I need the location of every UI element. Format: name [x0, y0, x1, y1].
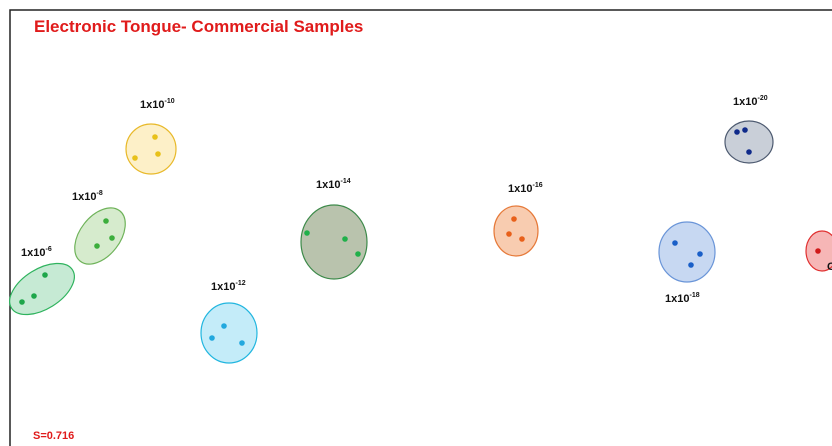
sample-point — [672, 240, 678, 246]
label-exponent: -6 — [45, 246, 51, 253]
cluster: 1x10-20 — [724, 95, 774, 164]
label-base: 1x10 — [140, 99, 164, 111]
cluster-label: 1x10-14 — [316, 178, 351, 191]
sample-point — [742, 127, 748, 133]
sample-point — [688, 262, 694, 268]
cluster: 1x10-16 — [493, 182, 543, 257]
cluster-ellipse — [658, 221, 716, 283]
sample-point — [155, 151, 161, 157]
sample-point — [209, 335, 215, 341]
cluster-label: C — [827, 261, 832, 273]
cluster: 1x10-18 — [658, 221, 716, 305]
sample-point — [511, 216, 517, 222]
cluster-label: 1x10-20 — [733, 95, 768, 108]
chart-title: Electronic Tongue- Commercial Samples — [34, 17, 363, 36]
label-base: 1x10 — [211, 281, 235, 293]
sample-point — [506, 231, 512, 237]
label-base: 1x10 — [508, 183, 532, 195]
label-exponent: -12 — [235, 280, 245, 287]
sample-point — [815, 248, 821, 254]
label-exponent: -18 — [689, 292, 699, 299]
label-exponent: -16 — [532, 182, 542, 189]
label-base: 1x10 — [21, 247, 45, 259]
cluster-label: 1x10-10 — [140, 98, 175, 111]
footer-stat: S=0.716 — [33, 430, 74, 442]
cluster-ellipse — [200, 302, 258, 364]
cluster: 1x10-8 — [72, 190, 126, 265]
sample-point — [304, 230, 310, 236]
cluster-label: 1x10-8 — [72, 190, 103, 203]
sample-point — [152, 134, 158, 140]
cluster: 1x10-6 — [9, 246, 75, 316]
cluster: C — [805, 230, 832, 273]
cluster-label: 1x10-6 — [21, 246, 52, 259]
sample-point — [221, 323, 227, 329]
sample-point — [239, 340, 245, 346]
cluster-ellipse — [493, 205, 539, 257]
label-base: 1x10 — [733, 96, 757, 108]
sample-point — [94, 243, 100, 249]
sample-point — [355, 251, 361, 257]
sample-point — [132, 155, 138, 161]
label-base: 1x10 — [665, 293, 689, 305]
cluster: 1x10-12 — [200, 280, 258, 364]
frame — [9, 9, 832, 446]
sample-point — [342, 236, 348, 242]
sample-point — [109, 235, 115, 241]
cluster-ellipse — [74, 207, 126, 265]
cluster-ellipse — [300, 204, 368, 280]
cluster-label: 1x10-12 — [211, 280, 246, 293]
sample-point — [42, 272, 48, 278]
label-exponent: -8 — [96, 190, 102, 197]
sample-point — [746, 149, 752, 155]
sample-point — [19, 299, 25, 305]
cluster: 1x10-14 — [300, 178, 368, 280]
label-base: 1x10 — [72, 191, 96, 203]
cluster-ellipse — [724, 120, 774, 164]
label-base: C — [827, 261, 832, 273]
sample-point — [103, 218, 109, 224]
sample-point — [31, 293, 37, 299]
sample-point — [697, 251, 703, 257]
label-base: 1x10 — [316, 179, 340, 191]
sample-point — [519, 236, 525, 242]
cluster-ellipse — [125, 123, 177, 175]
label-exponent: -20 — [757, 95, 767, 102]
sample-point — [734, 129, 740, 135]
cluster: 1x10-10 — [125, 98, 177, 175]
cluster-ellipse — [9, 262, 75, 316]
cluster-label: 1x10-18 — [665, 292, 700, 305]
cluster-label: 1x10-16 — [508, 182, 543, 195]
label-exponent: -10 — [164, 98, 174, 105]
label-exponent: -14 — [340, 178, 350, 185]
